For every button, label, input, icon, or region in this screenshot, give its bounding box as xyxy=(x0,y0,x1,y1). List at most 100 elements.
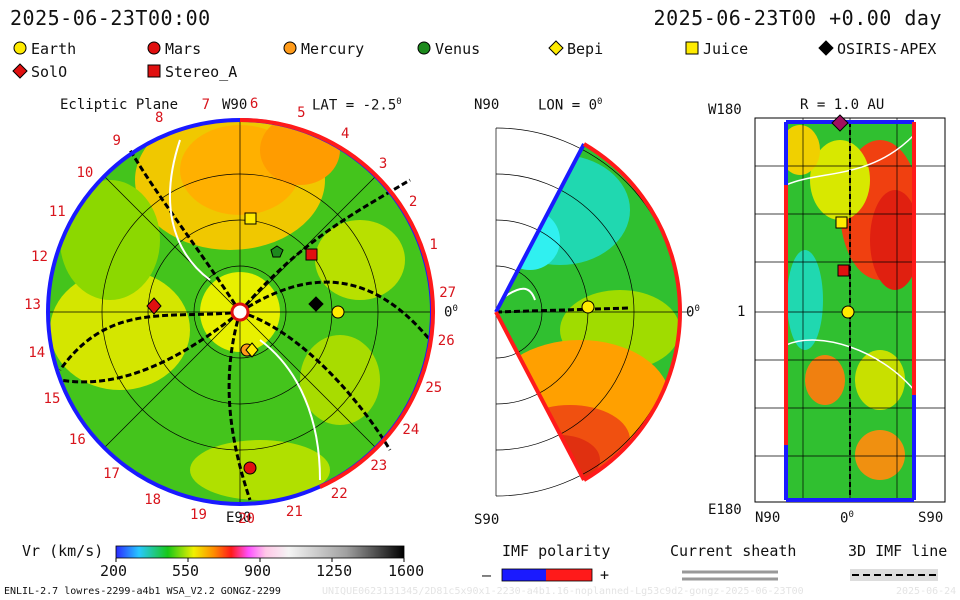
ecliptic-sheath xyxy=(169,139,321,481)
sun-marker xyxy=(230,302,250,322)
carrington-label: 10 xyxy=(76,164,94,181)
meridional-boundary-arc xyxy=(582,142,682,482)
meridional-boundary-lower xyxy=(494,311,586,481)
legend-item-juice: Juice xyxy=(684,40,748,58)
carrington-label: 7 xyxy=(201,97,211,114)
meridional-lon: LON = 00 xyxy=(538,97,603,114)
carrington-label: 18 xyxy=(144,491,162,508)
legend-marker-square xyxy=(685,41,699,55)
legend-label: Mercury xyxy=(301,40,365,58)
legend-marker-circle xyxy=(417,41,431,55)
colorbar-tick-label: 550 xyxy=(172,562,200,580)
legend-item-solo: SolO xyxy=(12,63,67,81)
carrington-label: 4 xyxy=(340,125,350,142)
carrington-label: 14 xyxy=(28,345,46,362)
latlon-osiris-marker xyxy=(831,114,849,132)
juice-marker xyxy=(244,212,257,225)
ecliptic-title: Ecliptic Plane xyxy=(60,97,179,113)
colorbar-tick-label: 200 xyxy=(100,562,128,580)
legend-item-mars: Mars xyxy=(146,40,201,58)
colorbar-tick-label: 900 xyxy=(244,562,272,580)
colorbar xyxy=(115,545,405,559)
carrington-label: 12 xyxy=(31,249,48,266)
meridional-top-label: N90 xyxy=(474,97,500,113)
current-sheath-swatch xyxy=(682,570,778,581)
legend-label: Stereo_A xyxy=(165,63,238,81)
colorbar-ticks xyxy=(115,558,405,562)
latlon-juice-marker xyxy=(835,216,848,229)
legend-marker-circle xyxy=(147,41,161,55)
carrington-label: 26 xyxy=(437,333,455,350)
carrington-label: 23 xyxy=(370,458,388,475)
carrington-label: 6 xyxy=(249,95,259,112)
carrington-label: 8 xyxy=(154,109,164,126)
footer-run-date: 2025-06-24 xyxy=(896,586,957,597)
latlon-spacecraft xyxy=(831,114,855,319)
legend-marker-diamond xyxy=(548,40,564,56)
carrington-label: 24 xyxy=(402,422,420,439)
legend-item-mercury: Mercury xyxy=(282,40,364,58)
carrington-label: 19 xyxy=(190,506,207,523)
legend-marker-circle xyxy=(283,41,297,55)
meridional-imf-line xyxy=(495,306,631,314)
colorbar-tick-label: 1600 xyxy=(388,562,425,580)
carrington-label: 15 xyxy=(43,391,61,408)
latlon-mid-label: 1 xyxy=(737,304,746,320)
legend-label: Venus xyxy=(435,40,481,58)
ecliptic-spacecraft xyxy=(146,212,345,475)
ecliptic-right-label: 00 xyxy=(444,304,458,321)
carrington-label: 9 xyxy=(112,132,121,149)
latlon-title: R = 1.0 AU xyxy=(800,97,885,113)
legend-label: SolO xyxy=(31,63,68,81)
legend-item-stereo-a: Stereo_A xyxy=(146,63,237,81)
earth-marker xyxy=(331,305,345,319)
imf-polarity-plus: + xyxy=(600,566,610,584)
bepi-marker xyxy=(245,342,259,358)
imf-line-swatch-bg xyxy=(850,569,938,581)
meridional-earth-marker xyxy=(581,300,595,314)
legend-marker-diamond xyxy=(12,63,28,79)
osiris-apex-marker xyxy=(308,296,324,312)
venus-marker xyxy=(270,245,284,258)
carrington-label: 11 xyxy=(48,204,66,221)
legend-label: Bepi xyxy=(567,40,604,58)
latlon-stereo-marker xyxy=(837,264,850,277)
carrington-label: 5 xyxy=(297,105,306,122)
meridional-right-label: 00 xyxy=(686,304,700,321)
footer-model-info: ENLIL-2.7 lowres-2299-a4b1 WSA_V2.2 GONG… xyxy=(4,586,281,597)
imf-line-label: 3D IMF line xyxy=(848,542,948,560)
solo-marker xyxy=(146,297,162,315)
latlon-earth-marker xyxy=(841,305,855,319)
carrington-label: 16 xyxy=(68,432,86,449)
legend-marker-diamond xyxy=(818,40,834,56)
legend-marker-square xyxy=(147,64,161,78)
ecliptic-bottom-label: E90 xyxy=(226,510,252,526)
carrington-label: 17 xyxy=(103,466,120,483)
timestamp-left: 2025-06-23T00:00 xyxy=(10,6,211,30)
legend-label: Mars xyxy=(165,40,202,58)
legend-label: Earth xyxy=(31,40,77,58)
carrington-label: 27 xyxy=(439,284,457,301)
ecliptic-lat: LAT = -2.50 xyxy=(312,97,402,114)
imf-polarity-minus: – xyxy=(482,566,492,584)
latlon-bottom-label: E180 xyxy=(708,502,742,518)
carrington-label: 22 xyxy=(330,486,348,503)
legend-label: OSIRIS-APEX xyxy=(837,40,937,58)
legend-label: Juice xyxy=(703,40,749,58)
imf-polarity-label: IMF polarity xyxy=(502,542,611,560)
footer-run-info: UNIQUE0623131345/2D81c5x90x1-2230-a4b1.1… xyxy=(322,586,804,597)
carrington-label: 21 xyxy=(285,503,303,520)
mars-marker xyxy=(243,461,257,475)
latlon-x-mid: 00 xyxy=(840,510,854,527)
legend-item-venus: Venus xyxy=(416,40,480,58)
latlon-x-left: N90 xyxy=(755,510,781,526)
legend-item-bepi: Bepi xyxy=(548,40,603,58)
carrington-label: 2 xyxy=(408,193,418,210)
current-sheath-label: Current sheath xyxy=(670,542,797,560)
latlon-top-label: W180 xyxy=(708,102,742,118)
stereo-a-marker xyxy=(305,248,318,261)
carrington-label: 20 xyxy=(238,510,255,527)
carrington-label: 3 xyxy=(378,155,388,172)
legend-item-earth: Earth xyxy=(12,40,76,58)
